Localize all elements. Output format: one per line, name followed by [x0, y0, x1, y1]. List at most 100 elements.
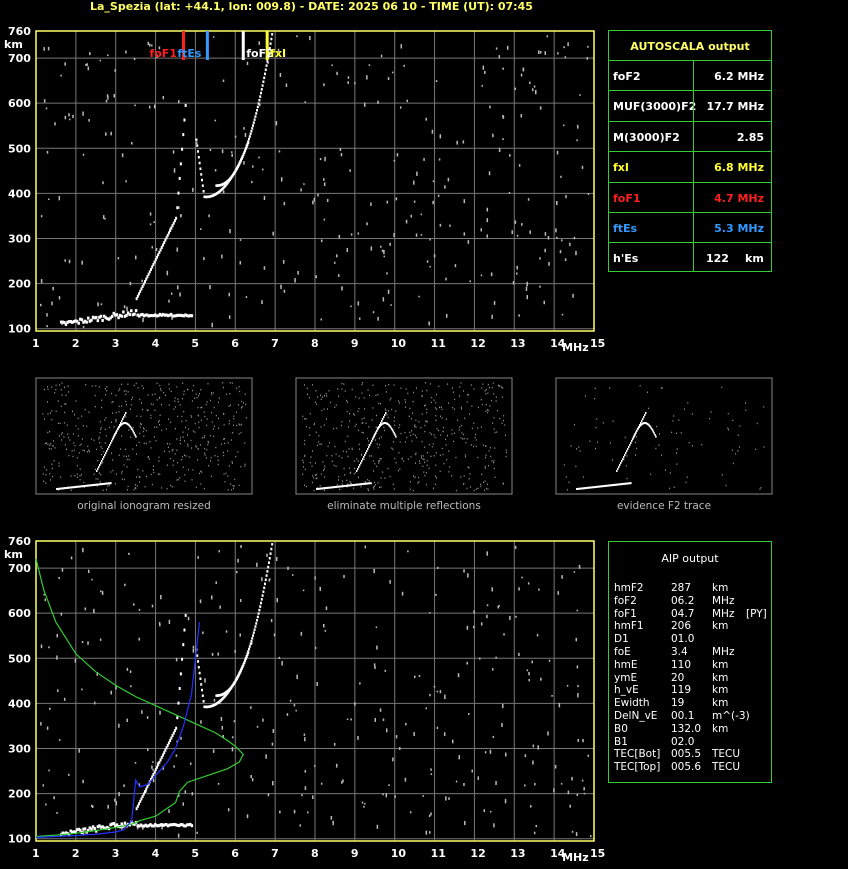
thumb-noise — [678, 419, 680, 421]
thumb-trace — [69, 486, 72, 489]
thumb-noise — [52, 444, 54, 447]
trace-e — [152, 824, 155, 828]
thumb-noise — [485, 487, 487, 490]
thumb-trace — [391, 429, 394, 432]
thumb-noise — [106, 488, 108, 491]
thumb-noise — [453, 440, 455, 443]
thumb-noise — [159, 414, 161, 417]
thumb-noise — [183, 393, 185, 396]
thumb-noise — [400, 432, 402, 435]
noise-dot — [319, 158, 322, 161]
noise-dot — [40, 303, 42, 307]
thumb-noise — [333, 428, 335, 430]
thumb-trace — [576, 488, 578, 490]
autoscala-label: MUF(3000)F2 — [613, 100, 697, 114]
thumb-noise — [338, 395, 340, 398]
thumb-trace — [390, 426, 392, 429]
noise-dot — [407, 550, 409, 553]
noise-dot — [166, 270, 169, 276]
x-tick-label: 10 — [391, 847, 407, 860]
noise-dot — [86, 63, 88, 66]
thumb-noise — [393, 420, 395, 422]
noise-dot — [364, 545, 367, 549]
marker-label-fxI: fxI — [270, 47, 286, 60]
trace-e — [79, 828, 82, 832]
thumb-noise — [211, 421, 213, 423]
thumb-noise — [499, 385, 501, 387]
thumb-noise — [51, 410, 53, 412]
noise-dot — [49, 707, 51, 710]
thumb-noise — [338, 455, 340, 457]
noise-dot — [107, 54, 109, 57]
noise-dot — [239, 633, 241, 637]
thumb-noise — [226, 393, 228, 396]
noise-dot — [168, 809, 170, 813]
thumb-noise — [432, 443, 434, 445]
ionogram-bottom — [35, 540, 595, 842]
thumb-noise — [232, 432, 234, 434]
thumb-noise — [227, 442, 229, 444]
trace-e — [187, 314, 190, 318]
noise-dot — [405, 722, 407, 726]
trace-f1 — [138, 292, 141, 296]
thumb-noise — [358, 397, 360, 399]
thumb-noise — [465, 441, 467, 444]
noise-dot — [276, 597, 279, 603]
trace-f2x — [266, 60, 269, 63]
noise-dot — [176, 247, 179, 252]
trace-f2x — [259, 91, 262, 95]
thumb-noise — [111, 452, 113, 455]
thumb-noise — [77, 435, 79, 437]
noise-dot — [232, 736, 234, 739]
noise-dot — [511, 230, 513, 235]
trace-e — [179, 313, 182, 317]
thumb-noise — [434, 407, 436, 409]
trace-e — [185, 823, 189, 827]
trace-f1 — [159, 758, 162, 762]
thumb-noise — [125, 400, 127, 403]
noise-dot — [533, 831, 536, 835]
thumb-trace — [57, 487, 60, 490]
noise-dot — [437, 566, 439, 569]
noise-dot — [280, 284, 282, 290]
trace-e — [109, 823, 112, 827]
thumb-noise — [51, 475, 53, 478]
trace-e — [90, 827, 93, 831]
thumb-noise — [168, 450, 170, 453]
thumb-noise — [79, 444, 81, 447]
thumb-noise — [143, 428, 145, 430]
noise-dot — [168, 299, 170, 303]
thumb-trace — [126, 422, 129, 425]
noise-dot — [279, 810, 281, 814]
noise-dot — [99, 59, 102, 62]
thumb-noise — [739, 425, 741, 427]
trace-e — [157, 824, 160, 828]
noise-dot — [575, 832, 578, 837]
noise-dot — [211, 322, 213, 328]
thumb-noise — [147, 394, 149, 396]
thumb-noise — [658, 444, 660, 446]
thumb-noise — [104, 387, 106, 390]
noise-dot — [314, 765, 316, 768]
autoscala-value: 4.7 MHz — [714, 191, 764, 205]
trace-f1 — [178, 686, 181, 690]
thumb-noise — [210, 411, 212, 414]
aip-cell: 132.0 — [671, 722, 702, 735]
thumb-trace — [368, 482, 371, 485]
noise-dot — [551, 695, 553, 697]
noise-dot — [516, 272, 518, 275]
thumb-noise — [597, 441, 599, 443]
trace-f1 — [136, 804, 139, 808]
trace-f1 — [182, 643, 185, 647]
thumb-noise — [481, 403, 483, 406]
trace-e — [163, 313, 167, 317]
noise-dot — [587, 193, 590, 195]
noise-dot — [61, 568, 64, 572]
trace-f1 — [183, 118, 186, 122]
trace-f1 — [179, 162, 182, 166]
trace-f2x — [244, 657, 247, 660]
thumb-noise — [424, 430, 426, 433]
thumb-noise — [372, 486, 374, 489]
noise-dot — [134, 761, 137, 764]
thumb-noise — [207, 440, 209, 443]
